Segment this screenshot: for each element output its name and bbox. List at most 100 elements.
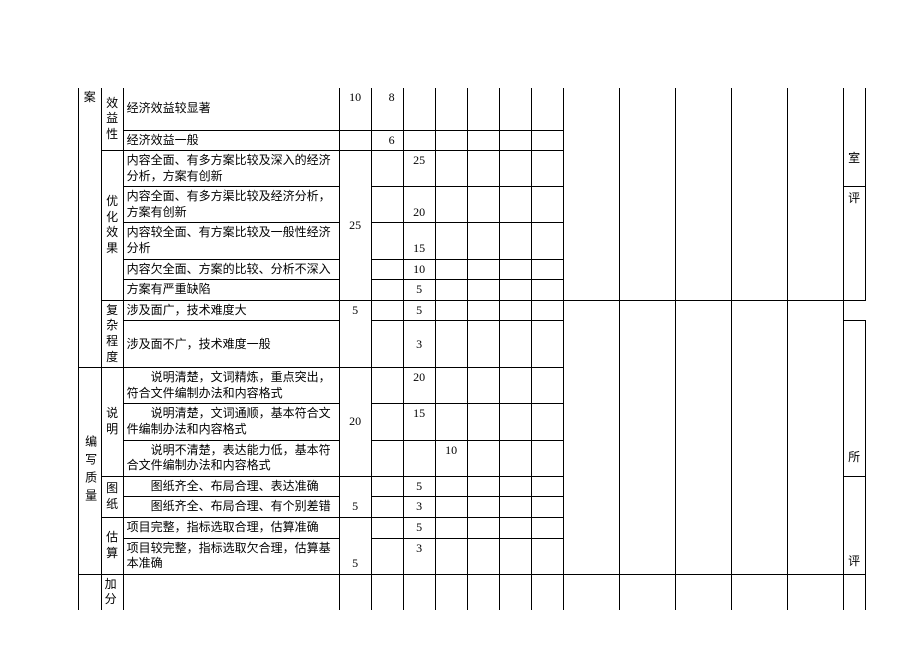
fuza-label: 复杂程度 bbox=[106, 303, 118, 364]
bl-11-1 bbox=[435, 404, 467, 440]
bl-17-2 bbox=[435, 574, 467, 610]
wt-5c: 5 bbox=[339, 517, 371, 574]
bl-10-3 bbox=[499, 368, 531, 404]
bl-8-1 bbox=[435, 300, 467, 321]
sub-youhua: 优化效果 bbox=[101, 151, 123, 301]
s-8: 8 bbox=[371, 88, 403, 130]
e2-1 bbox=[563, 300, 619, 574]
bl-17-1 bbox=[403, 574, 435, 610]
bl-3-1 bbox=[435, 151, 467, 187]
bl-14-0 bbox=[371, 497, 403, 518]
bl-14-3 bbox=[499, 497, 531, 518]
side-ping2: 评 bbox=[843, 476, 865, 574]
wt-r2 bbox=[339, 130, 371, 151]
bl-12-1 bbox=[467, 440, 499, 476]
bl-9-4 bbox=[531, 321, 563, 368]
s-3a: 3 bbox=[403, 321, 435, 368]
s-5a: 5 bbox=[403, 280, 435, 301]
bl-5-4 bbox=[531, 223, 563, 259]
desc-jingji2: 经济效益一般 bbox=[123, 130, 339, 151]
desc-gs2: 项目较完整，指标选取欠合理，估算基本准确 bbox=[123, 538, 339, 574]
wt-25: 25 bbox=[339, 151, 371, 301]
sub-gusuan: 估算 bbox=[101, 517, 123, 574]
bl-4-1 bbox=[435, 187, 467, 223]
bl-14-2 bbox=[467, 497, 499, 518]
s-20: 20 bbox=[403, 187, 435, 223]
bl-15-0 bbox=[371, 517, 403, 538]
bl-17-e2 bbox=[619, 574, 675, 610]
bl-10-2 bbox=[467, 368, 499, 404]
bl-16-1 bbox=[435, 538, 467, 574]
bl-17-side bbox=[843, 574, 865, 610]
desc-r3: 内容全面、有多方案比较及深入的经济分析，方案有创新 bbox=[123, 151, 339, 187]
desc-gs1: 项目完整，指标选取合理，估算准确 bbox=[123, 517, 339, 538]
desc-r5: 内容较全面、有方案比较及一般性经济分析 bbox=[123, 223, 339, 259]
shuoming-label: 说明 bbox=[106, 406, 118, 436]
bl-3-0 bbox=[371, 151, 403, 187]
bl-11-3 bbox=[499, 404, 531, 440]
s-3c: 3 bbox=[403, 538, 435, 574]
side-ping1: 评 bbox=[843, 187, 865, 301]
bl-16-3 bbox=[499, 538, 531, 574]
bl-10-0 bbox=[371, 368, 403, 404]
bl-13-0 bbox=[371, 476, 403, 497]
bl-16-0 bbox=[371, 538, 403, 574]
bl-15-2 bbox=[467, 517, 499, 538]
bl-9-1 bbox=[435, 321, 467, 368]
bl-17-w bbox=[339, 574, 371, 610]
bl-17-e1 bbox=[563, 574, 619, 610]
sub-tuzhi: 图纸 bbox=[101, 476, 123, 517]
bl-6-3 bbox=[499, 259, 531, 280]
bl-13-4 bbox=[531, 476, 563, 497]
bl-9-0 bbox=[371, 321, 403, 368]
bl-17-5 bbox=[531, 574, 563, 610]
bl-2-4 bbox=[499, 130, 531, 151]
bl-7-1 bbox=[435, 280, 467, 301]
e1-2 bbox=[619, 88, 675, 300]
bl-3-3 bbox=[499, 151, 531, 187]
desc-r8: 涉及面广，技术难度大 bbox=[123, 300, 339, 321]
bl-6-4 bbox=[531, 259, 563, 280]
s-25: 25 bbox=[403, 151, 435, 187]
bl-6-0 bbox=[371, 259, 403, 280]
bl-15-4 bbox=[531, 517, 563, 538]
sub-jiafen: 加分 bbox=[101, 574, 123, 610]
gusuan-label: 估算 bbox=[106, 530, 118, 560]
bl-4-3 bbox=[499, 187, 531, 223]
s-20b: 20 bbox=[403, 368, 435, 404]
bl-1-5 bbox=[531, 88, 563, 130]
bl-5-0 bbox=[371, 223, 403, 259]
cat-jiafen-empty bbox=[79, 574, 102, 610]
bl-9-3 bbox=[499, 321, 531, 368]
bl-12-0b bbox=[403, 440, 435, 476]
side-shi: 室 bbox=[843, 88, 865, 187]
e2-5 bbox=[787, 300, 843, 574]
bl-2-1 bbox=[403, 130, 435, 151]
bl-1-4 bbox=[499, 88, 531, 130]
e1-3 bbox=[675, 88, 731, 300]
s-5c: 5 bbox=[403, 476, 435, 497]
s-15b: 15 bbox=[403, 404, 435, 440]
bl-17-e3 bbox=[675, 574, 731, 610]
desc-r7: 方案有严重缺陷 bbox=[123, 280, 339, 301]
bl-12-3 bbox=[531, 440, 563, 476]
bl-7-4 bbox=[531, 280, 563, 301]
tuzhi-label: 图纸 bbox=[106, 481, 118, 511]
bl-17-3 bbox=[467, 574, 499, 610]
e2-4 bbox=[731, 300, 787, 574]
side-suo: 所 bbox=[843, 321, 865, 476]
desc-jingji1: 经济效益较显著 bbox=[123, 88, 339, 130]
e2-3 bbox=[675, 300, 731, 574]
bl-16-2 bbox=[467, 538, 499, 574]
bl-8-4 bbox=[531, 300, 563, 321]
bl-13-2 bbox=[467, 476, 499, 497]
desc-r6: 内容欠全面、方案的比较、分析不深入 bbox=[123, 259, 339, 280]
bl-6-1 bbox=[435, 259, 467, 280]
evaluation-table: 案 效益性 经济效益较显著 10 8 室 经济效益一般 6 优化效果 内容全面、… bbox=[78, 88, 866, 610]
desc-tz2: 图纸齐全、布局合理、有个别差错 bbox=[123, 497, 339, 518]
bl-8-2 bbox=[467, 300, 499, 321]
bl-11-0 bbox=[371, 404, 403, 440]
bl-7-3 bbox=[499, 280, 531, 301]
bl-1-2 bbox=[435, 88, 467, 130]
bl-2-2 bbox=[435, 130, 467, 151]
